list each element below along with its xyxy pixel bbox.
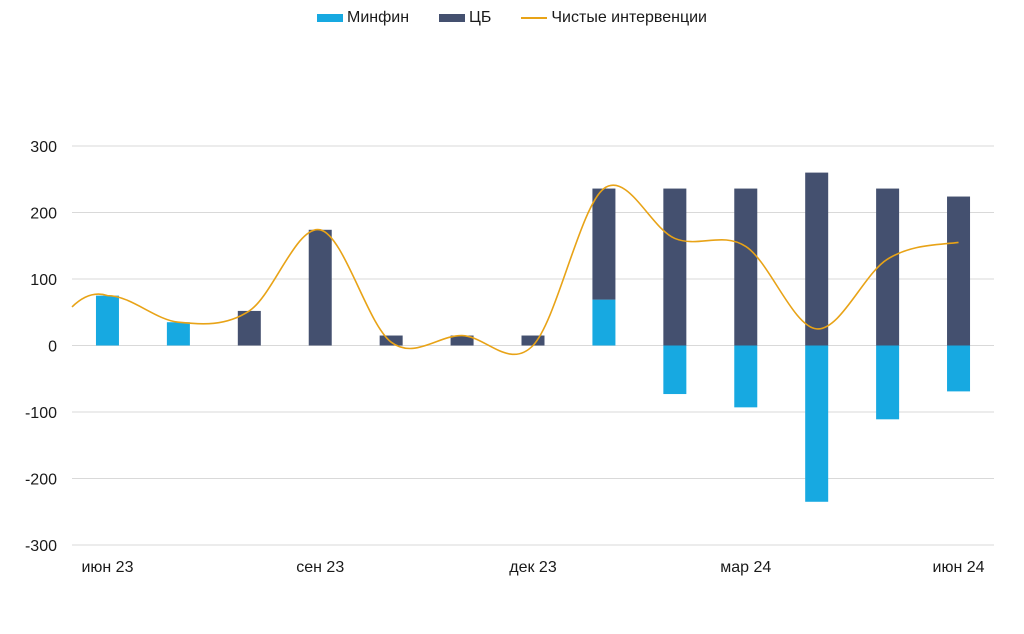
x-tick-label: сен 23 <box>296 559 344 576</box>
legend-label-cb: ЦБ <box>469 9 492 26</box>
bar-minfin <box>592 299 616 346</box>
bar-cb <box>521 335 545 346</box>
y-axis-ticks: 300 200 100 0 -100 -200 -300 <box>25 139 57 555</box>
chart-legend: Минфин ЦБ Чистые интервенции <box>0 9 1024 27</box>
x-tick-label: дек 23 <box>509 559 557 576</box>
legend-item-cb: ЦБ <box>439 9 491 27</box>
legend-label-net: Чистые интервенции <box>551 9 707 26</box>
legend-item-minfin: Минфин <box>317 9 409 27</box>
y-tick-label: -200 <box>25 472 57 489</box>
x-axis-ticks: июн 23 сен 23 дек 23 мар 24 июн 24 <box>81 559 984 576</box>
bar-minfin <box>876 345 900 420</box>
legend-swatch-minfin <box>317 14 343 22</box>
bar-cb <box>237 310 261 346</box>
bar-cb <box>379 335 403 346</box>
y-tick-label: 0 <box>48 339 57 356</box>
bar-minfin <box>734 345 758 408</box>
bar-cb <box>308 229 332 346</box>
legend-item-net: Чистые интервенции <box>521 9 707 27</box>
bar-cb <box>450 335 474 346</box>
bar-minfin <box>663 345 687 395</box>
bar-cb <box>805 172 829 346</box>
x-tick-label: июн 23 <box>81 559 133 576</box>
bar-minfin <box>95 295 119 346</box>
y-tick-label: 100 <box>30 272 57 289</box>
bar-cb <box>947 196 971 346</box>
legend-swatch-net <box>521 17 548 19</box>
x-tick-label: мар 24 <box>720 559 771 576</box>
bar-minfin <box>805 345 829 502</box>
y-tick-label: -100 <box>25 405 57 422</box>
bar-cb <box>592 188 616 300</box>
bar-minfin <box>947 345 971 392</box>
bar-cb <box>663 188 687 346</box>
y-tick-label: -300 <box>25 538 57 555</box>
x-tick-label: июн 24 <box>933 559 985 576</box>
net-interventions-line <box>71 184 959 356</box>
net-line <box>71 184 959 356</box>
bar-cb <box>734 188 758 346</box>
legend-swatch-cb <box>439 14 466 22</box>
y-tick-label: 200 <box>30 206 57 223</box>
bars <box>95 172 971 502</box>
legend-label-minfin: Минфин <box>347 9 410 26</box>
bar-minfin <box>166 322 190 346</box>
gridlines <box>72 145 994 546</box>
y-tick-label: 300 <box>30 139 57 156</box>
bar-cb <box>876 188 900 346</box>
